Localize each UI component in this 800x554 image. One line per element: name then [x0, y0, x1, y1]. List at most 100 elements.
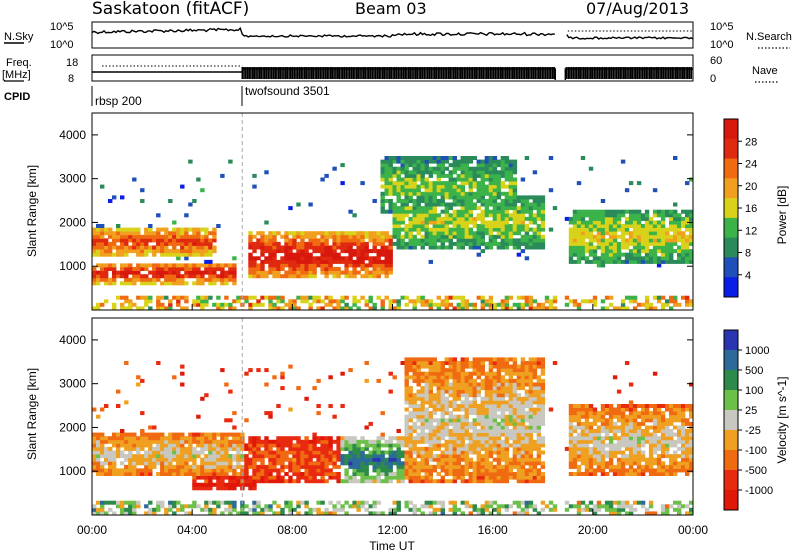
heat-cell: [380, 166, 385, 171]
heat-cell: [432, 361, 437, 365]
heat-cell: [488, 429, 494, 433]
heat-cell: [640, 227, 646, 232]
heat-cell: [348, 241, 353, 246]
heat-cell: [148, 306, 153, 311]
heat-cell: [328, 404, 333, 408]
heat-cell: [228, 274, 233, 279]
heat-cell: [400, 472, 405, 476]
heat-cell: [512, 414, 518, 419]
heat-cell: [132, 238, 137, 243]
heat-cell: [320, 231, 325, 236]
heat-cell: [492, 386, 498, 391]
heat-cell: [180, 450, 185, 455]
heat-cell: [512, 436, 518, 441]
heat-cell: [332, 450, 337, 455]
heat-cell: [348, 259, 353, 264]
heat-cell: [208, 475, 213, 480]
heat-cell: [312, 267, 317, 271]
heat-cell: [296, 479, 301, 484]
heat-cell: [484, 418, 490, 423]
heat-cell: [328, 295, 333, 300]
heat-cell: [456, 468, 461, 473]
heat-cell: [492, 439, 498, 444]
heat-cell: [356, 234, 361, 239]
freq-tick-bottom: 8: [68, 73, 74, 85]
heat-cell: [152, 231, 157, 236]
heat-cell: [300, 464, 305, 469]
heat-cell: [100, 224, 105, 228]
heat-cell: [204, 249, 209, 254]
heat-cell: [464, 443, 469, 448]
heat-cell: [220, 436, 225, 441]
heat-cell: [136, 436, 141, 441]
heat-cell: [328, 450, 333, 455]
heat-cell: [120, 234, 125, 239]
heat-cell: [480, 386, 485, 391]
heat-cell: [172, 450, 177, 455]
heat-cell: [468, 446, 473, 451]
heat-cell: [532, 306, 538, 311]
heat-cell: [424, 184, 429, 189]
heat-cell: [448, 184, 453, 189]
heat-cell: [484, 414, 490, 419]
heat-cell: [432, 159, 437, 164]
heat-cell: [192, 479, 197, 484]
heat-cell: [436, 213, 441, 218]
heat-cell: [152, 281, 157, 286]
heat-cell: [396, 457, 401, 462]
heat-cell: [120, 468, 125, 473]
heat-cell: [500, 457, 506, 462]
heat-cell: [616, 249, 622, 254]
heat-cell: [108, 281, 113, 286]
heat-cell: [252, 446, 257, 451]
heat-cell: [648, 234, 654, 239]
heat-cell: [308, 234, 313, 239]
heat-cell: [448, 231, 453, 236]
heat-cell: [376, 443, 381, 448]
heat-cell: [456, 450, 461, 455]
heat-cell: [308, 461, 313, 466]
heat-cell: [168, 241, 173, 246]
heat-cell: [572, 241, 578, 246]
heat-cell: [665, 259, 670, 264]
heat-cell: [480, 461, 485, 466]
heat-cell: [488, 302, 494, 307]
heat-cell: [204, 443, 209, 448]
heat-cell: [620, 159, 626, 164]
heat-cell: [360, 234, 365, 239]
heat-cell: [296, 241, 301, 246]
heat-cell: [388, 184, 393, 189]
heat-cell: [440, 199, 445, 203]
heat-cell: [128, 436, 133, 441]
heat-cell: [436, 382, 441, 387]
heat-cell: [364, 500, 369, 505]
heat-cell: [140, 263, 145, 268]
heat-cell: [640, 224, 646, 228]
heat-cell: [384, 156, 389, 160]
heat-cell: [472, 206, 477, 211]
heat-cell: [424, 450, 429, 455]
heat-cell: [176, 450, 181, 455]
heat-cell: [124, 454, 129, 459]
heat-cell: [228, 461, 233, 466]
heat-cell: [96, 454, 101, 459]
heat-cell: [364, 270, 369, 275]
heat-cell: [420, 216, 425, 221]
heat-cell: [212, 500, 217, 505]
heat-cell: [396, 504, 401, 509]
heat-cell: [412, 396, 417, 401]
y-tick-label: 2000: [59, 215, 86, 229]
heat-cell: [188, 457, 193, 462]
heat-cell: [140, 295, 145, 300]
heat-cell: [108, 454, 113, 459]
heat-cell: [324, 302, 329, 307]
heat-cell: [408, 206, 413, 211]
heat-cell: [460, 418, 465, 423]
heat-cell: [164, 454, 169, 459]
heat-cell: [268, 270, 273, 275]
heat-cell: [669, 238, 674, 243]
heat-cell: [352, 302, 357, 307]
heat-cell: [520, 195, 526, 200]
heat-cell: [528, 400, 534, 405]
heat-cell: [524, 224, 530, 228]
